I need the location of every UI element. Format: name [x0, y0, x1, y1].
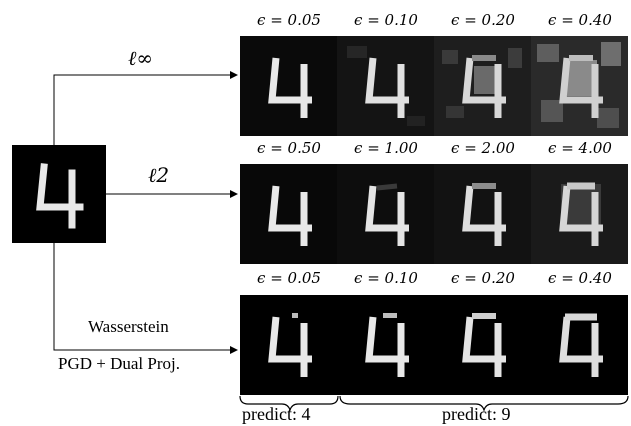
- adv-image: [337, 295, 434, 395]
- adv-image: [531, 164, 628, 264]
- linf-label: ℓ∞: [128, 46, 153, 70]
- epsilon-label: ϵ = 0.40: [548, 269, 612, 287]
- epsilon-label: ϵ = 0.20: [451, 269, 515, 287]
- adv-image: [240, 295, 337, 395]
- adv-image: [434, 164, 531, 264]
- prediction-label-9: predict: 9: [442, 404, 511, 424]
- epsilon-label: ϵ = 0.50: [257, 139, 321, 157]
- adv-image: [434, 295, 531, 395]
- epsilon-label: ϵ = 0.10: [354, 269, 418, 287]
- l2-label: ℓ2: [148, 163, 170, 187]
- wasserstein-adversarial-row: [240, 295, 628, 395]
- adv-image: [337, 36, 434, 136]
- epsilon-label: ϵ = 0.05: [257, 11, 321, 29]
- epsilon-label: ϵ = 0.20: [451, 11, 515, 29]
- l2-adversarial-row: [240, 164, 628, 264]
- source-digit-4: [36, 163, 84, 229]
- epsilon-label: ϵ = 0.05: [257, 269, 321, 287]
- epsilon-label: ϵ = 2.00: [451, 139, 515, 157]
- wasserstein-label: Wasserstein: [88, 317, 169, 336]
- pgd-dual-proj-label: PGD + Dual Proj.: [58, 354, 180, 373]
- prediction-label-4: predict: 4: [242, 404, 311, 424]
- adv-image: [240, 164, 337, 264]
- epsilon-label: ϵ = 0.40: [548, 11, 612, 29]
- adv-image: [240, 36, 337, 136]
- source-image: [12, 145, 106, 243]
- adv-image: [337, 164, 434, 264]
- adv-image: [531, 295, 628, 395]
- linf-adversarial-row: [240, 36, 628, 136]
- epsilon-label: ϵ = 1.00: [354, 139, 418, 157]
- adv-image: [531, 36, 628, 136]
- epsilon-label: ϵ = 0.10: [354, 11, 418, 29]
- adv-image: [434, 36, 531, 136]
- epsilon-label: ϵ = 4.00: [548, 139, 612, 157]
